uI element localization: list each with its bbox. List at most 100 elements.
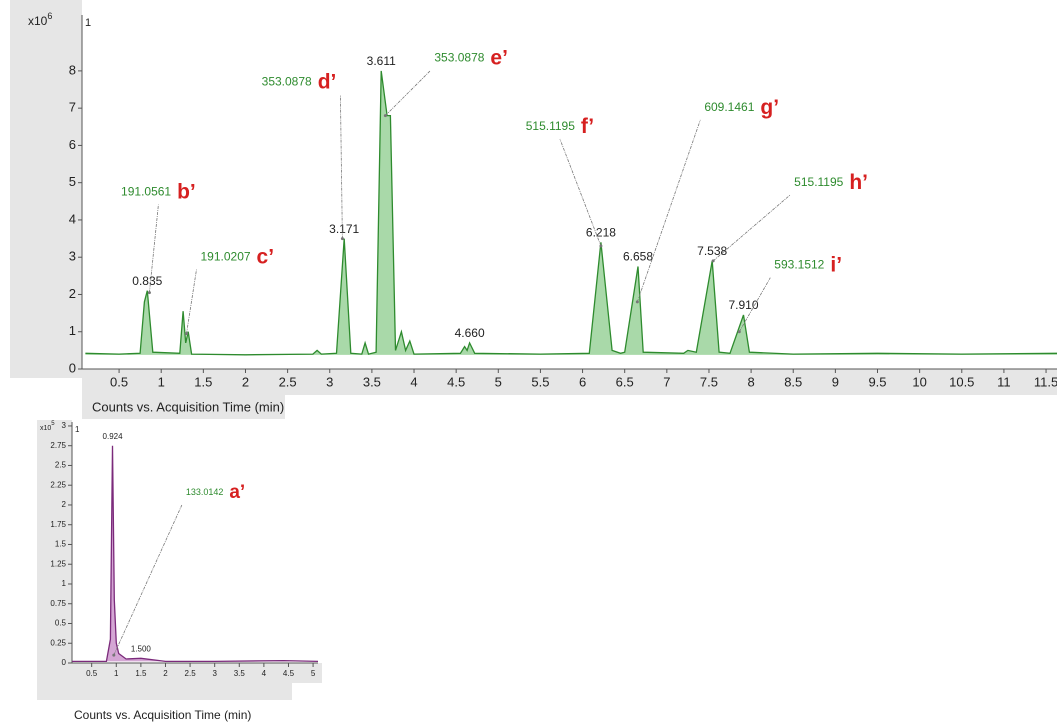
- annotation: 515.1195 h’: [794, 170, 868, 193]
- x-tick-label: 5.5: [531, 374, 549, 389]
- peak-label: 4.660: [455, 326, 485, 340]
- y-tick-label: 2.75: [50, 441, 66, 450]
- annotation: 133.0142 a’: [186, 482, 245, 503]
- mz-label: 353.0878: [262, 75, 312, 89]
- leader-line: [385, 70, 431, 116]
- multiplier-exponent: 6: [47, 11, 52, 21]
- compound-label: a’: [229, 482, 245, 503]
- x-tick-label: 1.5: [135, 669, 147, 678]
- x-tick-label: 7.5: [700, 374, 718, 389]
- y-tick-label: 2: [62, 500, 67, 509]
- compound-label: g’: [760, 95, 779, 118]
- leader-tip: [711, 259, 715, 263]
- leader-line: [339, 94, 343, 239]
- annotation: 593.1512 i’: [774, 253, 842, 276]
- x-axis-title: Counts vs. Acquisition Time (min): [74, 708, 251, 722]
- leader-tip: [737, 330, 741, 334]
- panel-label: 1: [75, 425, 80, 434]
- y-tick-label: 6: [69, 137, 76, 152]
- y-tick-label: 1: [69, 323, 76, 338]
- annotation: 191.0207 c’: [200, 245, 274, 268]
- y-tick-label: 3: [62, 421, 67, 430]
- mz-label: 353.0878: [434, 51, 484, 65]
- y-tick-label: 2.25: [50, 480, 66, 489]
- x-tick-label: 9: [832, 374, 839, 389]
- x-tick-label: 11.5: [1034, 374, 1057, 389]
- peak-label: 6.218: [586, 225, 616, 239]
- y-tick-label: 1.25: [50, 559, 66, 568]
- multiplier-base: x10: [28, 14, 48, 28]
- trace-area: [72, 445, 318, 662]
- y-tick-label: 0.5: [55, 619, 67, 628]
- leader-line: [559, 138, 602, 247]
- mz-label: 191.0207: [200, 250, 250, 264]
- x-tick-label: 4.5: [447, 374, 465, 389]
- x-tick-label: 6.5: [616, 374, 634, 389]
- y-tick-label: 5: [69, 174, 76, 189]
- compound-label: h’: [849, 170, 868, 193]
- mz-label: 191.0561: [121, 185, 171, 199]
- x-tick-label: 0.5: [110, 374, 128, 389]
- y-multiplier: x106: [28, 11, 52, 28]
- x-tick-label: 6: [579, 374, 586, 389]
- x-tick-label: 1: [114, 669, 119, 678]
- leader-line: [113, 504, 183, 656]
- leader-line: [738, 277, 771, 332]
- y-axis-panel: [37, 420, 72, 700]
- y-tick-label: 3: [69, 249, 76, 264]
- y-tick-label: 2.5: [55, 461, 67, 470]
- panel-label: 1: [85, 17, 91, 29]
- y-multiplier: x105: [40, 421, 55, 432]
- x-tick-label: 11: [997, 374, 1011, 389]
- x-tick-label: 0.5: [86, 669, 98, 678]
- annotation: 353.0878 e’: [434, 46, 508, 69]
- x-tick-label: 1: [158, 374, 165, 389]
- leader-tip: [383, 114, 387, 118]
- x-title-panel: [82, 395, 285, 419]
- y-tick-label: 0.75: [50, 599, 66, 608]
- multiplier-exponent: 5: [51, 421, 55, 427]
- x-tick-label: 2: [242, 374, 249, 389]
- x-tick-label: 4.5: [283, 669, 295, 678]
- annotation: 515.1195 f’: [526, 115, 594, 138]
- x-tick-label: 3.5: [363, 374, 381, 389]
- y-tick-label: 2: [69, 286, 76, 301]
- leader-tip: [112, 653, 116, 657]
- leader-tip: [184, 332, 188, 336]
- mz-label: 515.1195: [794, 175, 843, 189]
- peak-label: 0.924: [103, 432, 124, 441]
- y-axis-panel: [10, 0, 82, 378]
- compound-label: d’: [318, 70, 337, 93]
- peak-label: 7.910: [729, 298, 759, 312]
- x-tick-label: 4: [262, 669, 267, 678]
- y-tick-label: 0: [69, 360, 76, 375]
- x-tick-label: 2.5: [185, 669, 197, 678]
- mz-label: 133.0142: [186, 487, 224, 497]
- trace-line: [85, 70, 1057, 356]
- peak-label: 6.658: [623, 250, 653, 264]
- leader-tip: [599, 244, 603, 248]
- x-tick-label: 7: [663, 374, 670, 389]
- x-tick-label: 8.5: [784, 374, 802, 389]
- leader-tip: [147, 291, 151, 295]
- mz-label: 609.1461: [704, 100, 754, 114]
- y-tick-label: 1: [62, 579, 67, 588]
- x-tick-label: 4: [410, 374, 417, 389]
- peak-label: 7.538: [697, 244, 727, 258]
- trace-area: [85, 70, 1057, 355]
- x-tick-label: 8: [747, 374, 754, 389]
- peak-label: 3.171: [329, 222, 359, 236]
- annotation: 609.1461 g’: [704, 95, 779, 118]
- leader-line: [712, 194, 791, 262]
- compound-label: f’: [581, 115, 594, 138]
- x-tick-label: 9.5: [868, 374, 886, 389]
- mz-label: 593.1512: [774, 258, 824, 272]
- x-tick-label: 1.5: [194, 374, 212, 389]
- peak-label: 3.611: [367, 54, 396, 68]
- leader-line: [186, 269, 197, 334]
- multiplier-base: x10: [40, 425, 51, 432]
- leader-tip: [340, 237, 344, 241]
- peak-label: 0.835: [132, 274, 162, 288]
- x-tick-label: 3: [326, 374, 333, 389]
